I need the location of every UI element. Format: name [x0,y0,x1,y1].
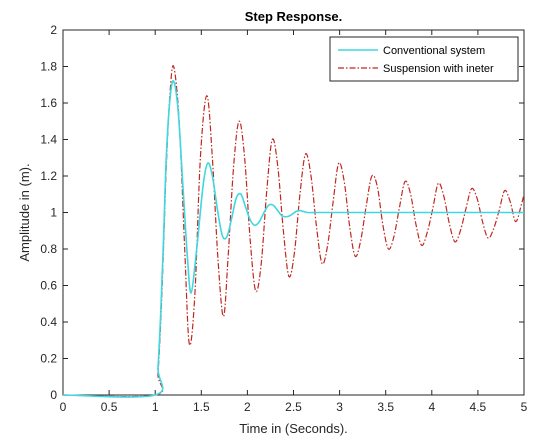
y-axis-title: Amplitude in (m). [17,163,32,261]
y-tick-label: 0.4 [40,315,57,329]
y-tick-label: 0.2 [40,352,57,366]
legend-box [329,36,519,82]
x-tick-label: 0.5 [101,400,118,414]
x-axis: 0 0.5 1 1.5 2 2.5 3 3.5 4 4.5 5 [60,30,528,414]
legend-label-suspension: Suspension with ineter [383,63,494,75]
series-line-conventional [62,79,524,398]
y-tick-label: 1.6 [40,96,57,110]
y-tick-label: 1.4 [40,133,57,147]
series-layer [62,65,525,398]
chart-title: Step Response. [245,9,343,24]
series-line-suspension [62,65,525,398]
x-tick-label: 4.5 [470,400,487,414]
x-tick-label: 4 [428,400,435,414]
x-tick-label: 3.5 [377,400,394,414]
y-tick-label: 1 [50,206,57,220]
y-tick-label: 0 [50,388,57,402]
x-tick-label: 1.5 [193,400,210,414]
x-tick-label: 0 [60,400,67,414]
y-tick-label: 1.8 [40,60,57,74]
y-tick-label: 1.2 [40,169,57,183]
x-axis-title: Time in (Seconds). [239,421,348,436]
x-tick-label: 2 [244,400,251,414]
x-tick-label: 3 [336,400,343,414]
plot-area: 0 0.5 1 1.5 2 2.5 3 3.5 4 4.5 5 0 0.2 0.4 0.6 0.8 1 1.2 1… [40,23,527,414]
y-tick-label: 0.6 [40,279,57,293]
x-tick-label: 5 [521,400,528,414]
x-tick-label: 2.5 [285,400,302,414]
legend: Conventional system Suspension with inet… [329,36,519,82]
x-tick-label: 1 [152,400,159,414]
y-tick-label: 2 [50,23,57,37]
y-tick-label: 0.8 [40,242,57,256]
y-axis: 0 0.2 0.4 0.6 0.8 1 1.2 1.4 1.6 1.8 2 [40,23,524,402]
legend-label-conventional: Conventional system [383,45,485,57]
